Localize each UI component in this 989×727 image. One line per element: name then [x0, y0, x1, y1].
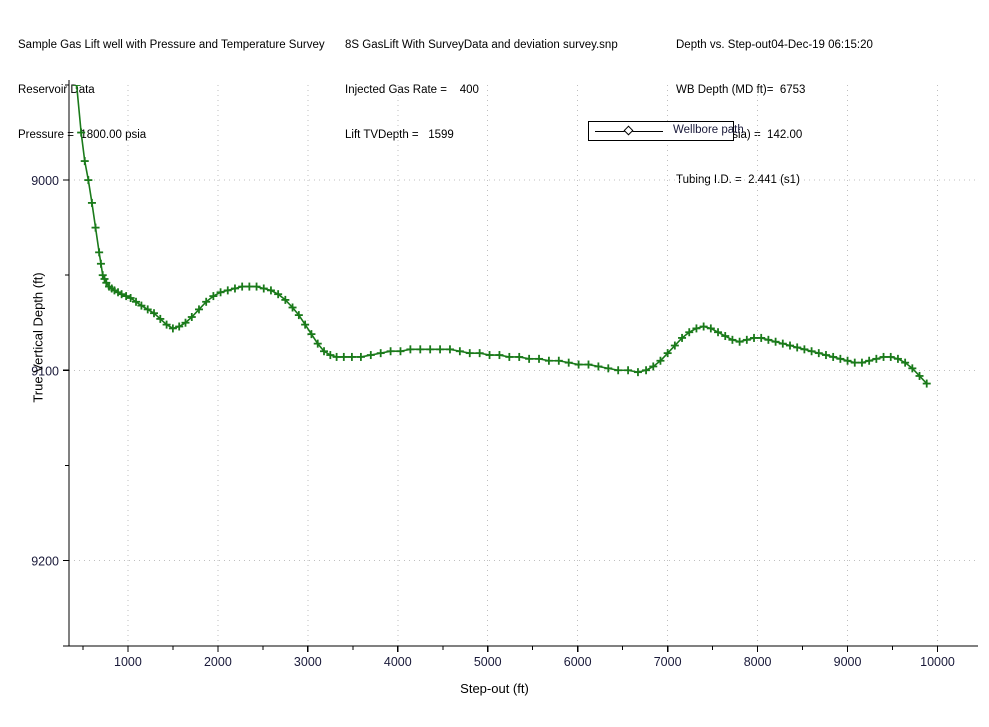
svg-text:2000: 2000: [204, 655, 232, 669]
legend: Wellbore path: [588, 121, 744, 141]
tick-labels: 1000 2000 3000 4000 5000 6000 7000 8000 9000 1000…: [31, 174, 955, 669]
y-axis-label: True Vertical Depth (ft): [30, 272, 46, 403]
svg-text:4000: 4000: [384, 655, 412, 669]
header-middle-line-1: 8S GasLift With SurveyData and deviation…: [345, 39, 618, 51]
header-right-line-1: Depth vs. Step-out04-Dec-19 06:15:20: [676, 39, 873, 51]
header-middle-block: 8S GasLift With SurveyData and deviation…: [345, 8, 618, 173]
svg-text:9200: 9200: [31, 554, 59, 568]
axes: [63, 80, 978, 652]
svg-text:3000: 3000: [294, 655, 322, 669]
svg-text:9000: 9000: [31, 174, 59, 188]
header-left-line-3: Pressure = 1800.00 psia: [18, 129, 147, 141]
header-left-block: Sample Gas Lift well with Pressure and T…: [18, 8, 325, 173]
grid-lines: [69, 85, 978, 646]
legend-label: Wellbore path: [673, 124, 744, 136]
svg-text:6000: 6000: [564, 655, 592, 669]
diamond-marker-icon: [623, 125, 634, 136]
header-middle-line-2: Injected Gas Rate = 400: [345, 84, 479, 96]
series-wellbore-path: [72, 85, 931, 388]
svg-text:1000: 1000: [114, 655, 142, 669]
svg-text:9000: 9000: [834, 655, 862, 669]
header-left-line-1: Sample Gas Lift well with Pressure and T…: [18, 39, 325, 51]
header-right-line-4: Tubing I.D. = 2.441 (s1): [676, 174, 800, 186]
svg-text:7000: 7000: [654, 655, 682, 669]
svg-text:5000: 5000: [474, 655, 502, 669]
x-axis-label: Step-out (ft): [460, 681, 529, 696]
svg-text:9100: 9100: [31, 364, 59, 378]
header-left-line-2: Reservoir Data: [18, 84, 95, 96]
svg-text:10000: 10000: [920, 655, 955, 669]
header-middle-line-3: Lift TVDepth = 1599: [345, 129, 454, 141]
header-right-line-2: WB Depth (MD ft)= 6753: [676, 84, 806, 96]
svg-text:8000: 8000: [744, 655, 772, 669]
